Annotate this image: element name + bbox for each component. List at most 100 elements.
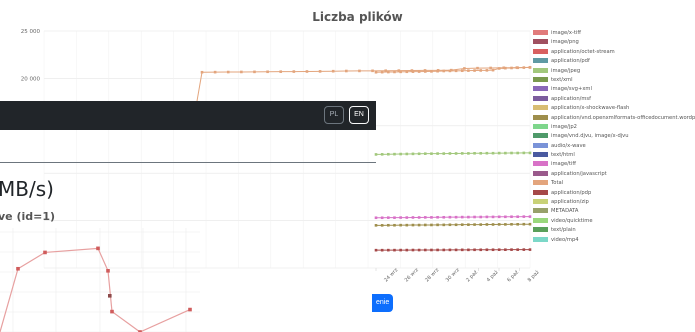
data-point[interactable] — [423, 216, 427, 219]
speed-data-point[interactable] — [106, 269, 110, 273]
data-point[interactable] — [497, 223, 501, 226]
data-point[interactable] — [473, 223, 476, 226]
data-point[interactable] — [405, 223, 409, 227]
data-point[interactable] — [430, 152, 433, 155]
total-data-point[interactable] — [358, 69, 361, 73]
data-point[interactable] — [405, 248, 409, 252]
data-point[interactable] — [442, 69, 446, 73]
data-point[interactable] — [497, 215, 501, 219]
data-point[interactable] — [479, 248, 483, 252]
data-point[interactable] — [485, 248, 489, 252]
legend-item[interactable]: video/quicktime — [533, 217, 695, 226]
total-data-point[interactable] — [240, 70, 243, 74]
data-point[interactable] — [497, 151, 501, 155]
speed-data-point[interactable] — [16, 266, 20, 271]
data-point[interactable] — [430, 223, 433, 227]
data-point[interactable] — [497, 248, 501, 252]
speed-data-point[interactable] — [110, 309, 114, 314]
data-point[interactable] — [417, 152, 421, 156]
data-point[interactable] — [417, 248, 421, 252]
data-point[interactable] — [411, 216, 415, 219]
legend-item[interactable]: application/javascript — [533, 170, 695, 179]
data-point[interactable] — [399, 70, 402, 74]
data-point[interactable] — [467, 152, 470, 155]
legend-item[interactable]: text/xml — [533, 76, 695, 85]
data-point[interactable] — [442, 152, 446, 155]
data-point[interactable] — [399, 216, 402, 219]
data-point[interactable] — [510, 215, 513, 219]
data-point[interactable] — [442, 223, 446, 227]
data-point[interactable] — [374, 70, 378, 74]
data-point[interactable] — [411, 223, 415, 227]
data-point[interactable] — [380, 224, 384, 227]
legend-item[interactable]: application/x-shockwave-flash — [533, 104, 695, 113]
data-point[interactable] — [479, 223, 483, 226]
data-point[interactable] — [448, 223, 452, 227]
data-point[interactable] — [436, 152, 439, 155]
data-point[interactable] — [510, 248, 513, 251]
total-data-point[interactable] — [292, 70, 296, 73]
data-point[interactable] — [473, 151, 476, 155]
legend-item[interactable]: METADATA — [533, 207, 695, 216]
data-point[interactable] — [405, 216, 409, 219]
legend-item[interactable]: image/jpeg — [533, 67, 695, 76]
data-point[interactable] — [485, 215, 489, 219]
data-point[interactable] — [467, 223, 470, 226]
legend-item[interactable]: image/tiff — [533, 160, 695, 169]
data-point[interactable] — [510, 151, 513, 155]
data-point[interactable] — [491, 223, 495, 226]
data-point[interactable] — [528, 222, 532, 226]
total-data-point[interactable] — [423, 69, 427, 72]
legend-item[interactable]: image/png — [533, 38, 695, 47]
data-point[interactable] — [436, 223, 439, 227]
data-point[interactable] — [516, 215, 519, 219]
data-point[interactable] — [423, 223, 427, 227]
data-point[interactable] — [473, 69, 476, 72]
data-point[interactable] — [374, 224, 378, 227]
data-point[interactable] — [430, 216, 433, 219]
total-data-point[interactable] — [253, 70, 256, 74]
legend-item[interactable]: application/pdf — [533, 57, 695, 66]
legend-item[interactable]: image/vnd.djvu, image/x-djvu — [533, 132, 695, 141]
total-data-point[interactable] — [200, 70, 204, 74]
speed-data-point[interactable] — [188, 307, 192, 312]
data-point[interactable] — [393, 152, 396, 156]
data-point[interactable] — [460, 215, 464, 219]
data-point[interactable] — [454, 152, 458, 155]
legend-item[interactable]: application/msf — [533, 95, 695, 104]
data-point[interactable] — [399, 152, 402, 156]
data-point[interactable] — [417, 223, 421, 227]
total-data-point[interactable] — [371, 69, 374, 73]
data-point[interactable] — [374, 248, 378, 252]
total-data-point[interactable] — [463, 67, 466, 70]
data-point[interactable] — [387, 216, 390, 219]
legend-item[interactable]: application/zip — [533, 198, 695, 207]
data-point[interactable] — [411, 248, 415, 252]
data-point[interactable] — [528, 248, 532, 251]
speed-data-point[interactable] — [43, 250, 47, 255]
data-point[interactable] — [467, 69, 470, 72]
data-point[interactable] — [423, 248, 427, 252]
data-point[interactable] — [460, 152, 464, 155]
data-point[interactable] — [485, 151, 489, 155]
data-point[interactable] — [460, 248, 464, 252]
data-point[interactable] — [485, 223, 489, 226]
total-data-point[interactable] — [226, 70, 230, 74]
data-point[interactable] — [405, 152, 409, 156]
data-point[interactable] — [411, 152, 415, 156]
data-point[interactable] — [393, 216, 396, 219]
data-point[interactable] — [405, 70, 409, 74]
speed-data-point[interactable] — [138, 330, 142, 332]
data-point[interactable] — [504, 223, 507, 226]
data-point[interactable] — [436, 248, 439, 252]
legend-item[interactable]: video/mp4 — [533, 236, 695, 245]
data-point[interactable] — [479, 69, 483, 72]
legend-item[interactable]: application/octet-stream — [533, 48, 695, 57]
data-point[interactable] — [467, 215, 470, 219]
data-point[interactable] — [380, 153, 384, 156]
data-point[interactable] — [448, 215, 452, 219]
total-data-point[interactable] — [436, 69, 440, 72]
data-point[interactable] — [387, 70, 390, 74]
data-point[interactable] — [504, 215, 507, 219]
data-point[interactable] — [393, 248, 396, 252]
